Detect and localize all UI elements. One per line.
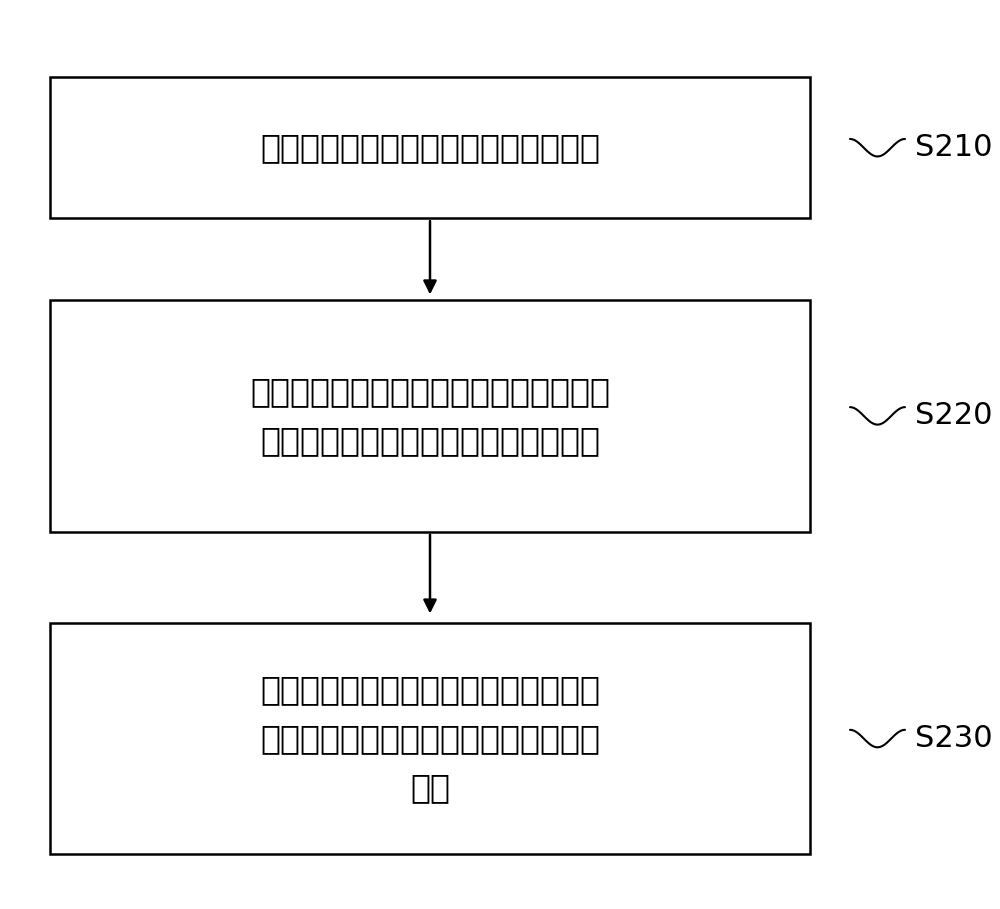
Bar xyxy=(50,623,810,854)
Text: 若基于检测信息确定电子设备检测到目标
物，控制检测模块以第一工作占比工作: 若基于检测信息确定电子设备检测到目标 物，控制检测模块以第一工作占比工作 xyxy=(250,375,610,456)
Text: S220: S220 xyxy=(915,402,992,430)
Text: S210: S210 xyxy=(915,134,992,162)
Bar xyxy=(50,77,810,218)
Text: 基于检测模块，获取目标物的检测信息: 基于检测模块，获取目标物的检测信息 xyxy=(260,131,600,165)
Bar xyxy=(50,300,810,532)
Text: S230: S230 xyxy=(915,724,993,753)
Text: 若基于检测信息确定电子设备未检测到
目标物，控制检测模块以第二工作占比
工作: 若基于检测信息确定电子设备未检测到 目标物，控制检测模块以第二工作占比 工作 xyxy=(260,674,600,804)
